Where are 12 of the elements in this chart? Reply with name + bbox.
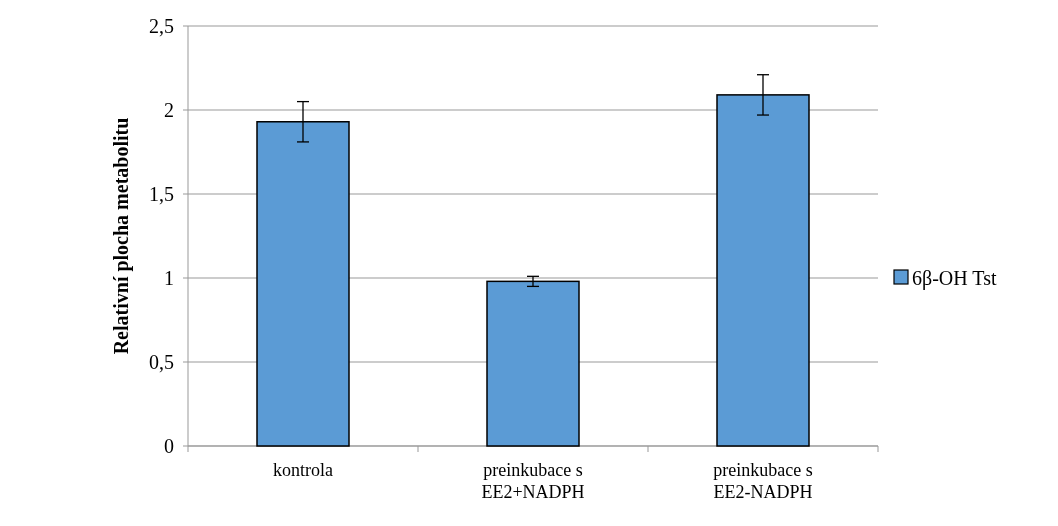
y-tick-label: 0,5 (149, 351, 174, 373)
x-tick-label: preinkubace s EE2+NADPH (481, 460, 585, 502)
y-tick-label: 1,5 (149, 183, 174, 205)
y-tick-label: 0 (164, 435, 174, 457)
x-tick-label: preinkubace s EE2-NADPH (713, 460, 813, 502)
y-tick-label: 2,5 (149, 15, 174, 37)
y-tick-label: 2 (164, 99, 174, 121)
y-tick-label: 1 (164, 267, 174, 289)
y-axis-title: Relativní plocha metabolitu (110, 117, 133, 355)
legend-label: 6β-OH Tst (912, 267, 997, 290)
bar (486, 280, 580, 447)
x-tick-label: kontrola (273, 460, 333, 480)
